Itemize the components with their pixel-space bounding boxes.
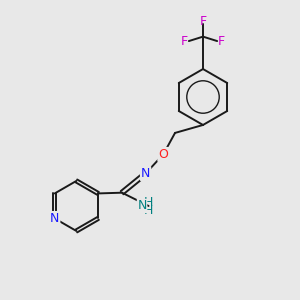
Text: N: N — [141, 167, 150, 180]
Text: F: F — [218, 34, 225, 48]
Text: H: H — [144, 204, 153, 217]
Text: H: H — [144, 196, 153, 209]
Text: N: N — [50, 212, 59, 225]
Text: F: F — [200, 15, 207, 28]
Text: N: N — [137, 200, 147, 212]
Text: F: F — [181, 34, 188, 48]
Text: O: O — [158, 148, 168, 161]
